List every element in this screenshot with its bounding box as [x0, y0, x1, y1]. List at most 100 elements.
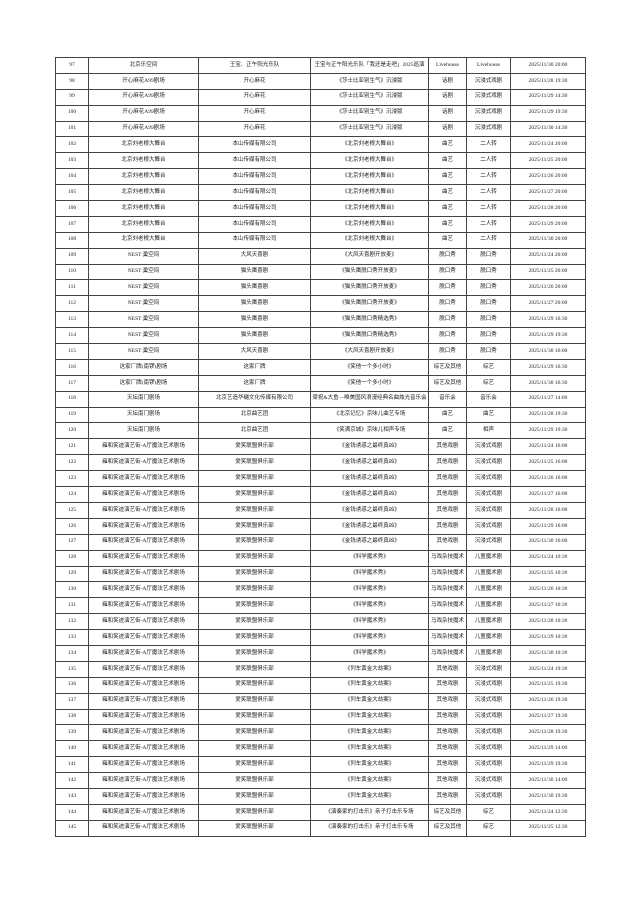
cell-category: 其他戏剧 — [428, 438, 467, 456]
cell-category: 其他戏剧 — [428, 470, 467, 488]
cell-subcategory: 儿童魔术剧 — [466, 581, 511, 599]
cell-datetime: 2025/11/24 20:00 — [510, 247, 586, 265]
cell-category: 其他戏剧 — [428, 517, 467, 535]
cell-show-title: 《北京刘老根大舞台》 — [310, 136, 429, 154]
cell-row-number: 100 — [55, 104, 89, 122]
table-row: 102 北京刘老根大舞台 本山传媒有限公司 《北京刘老根大舞台》 曲艺 二人转 2025/1… — [55, 136, 586, 154]
cell-venue: 雍和笑迹演艺街-A厅魔法艺术剧场 — [88, 819, 199, 837]
cell-venue: 雍和笑迹演艺街-A厅魔法艺术剧场 — [88, 803, 199, 821]
cell-datetime: 2025/11/29 19:30 — [510, 327, 586, 345]
cell-subcategory: Livehouse — [466, 57, 511, 74]
cell-row-number: 122 — [55, 454, 89, 472]
cell-show-title: 《列车黄金大劫案》 — [310, 660, 429, 678]
cell-category: 其他戏剧 — [428, 787, 467, 805]
table-row: 128 雍和笑迹演艺街-A厅魔法艺术剧场 爱笑联盟俱乐部 《科学魔术秀》 马戏杂技魔术儿… — [55, 549, 586, 567]
cell-organizer: 爱笑联盟俱乐部 — [198, 692, 311, 710]
cell-subcategory: 相声 — [466, 422, 511, 440]
cell-organizer: 爱笑联盟俱乐部 — [198, 549, 311, 567]
cell-organizer: 开心麻花 — [198, 104, 311, 122]
cell-datetime: 2025/11/25 12:30 — [510, 819, 586, 837]
cell-datetime: 2025/11/30 20:00 — [510, 57, 586, 74]
table-row: 97 北京乐空间 王宝、正午阳光乐队 王宝与正午阳光乐队「我还是走吧」2025巡演 Li… — [55, 57, 586, 74]
cell-venue: 北京刘老根大舞台 — [88, 231, 199, 249]
table-row: 130 雍和笑迹演艺街-A厅魔法艺术剧场 爱笑联盟俱乐部 《科学魔术秀》 马戏杂技魔术儿… — [55, 581, 586, 599]
cell-row-number: 111 — [55, 279, 89, 297]
cell-show-title: 《猫头鹰脱口秀开放麦》 — [310, 295, 429, 313]
cell-venue: 雍和笑迹演艺街-A厅魔法艺术剧场 — [88, 438, 199, 456]
cell-venue: NEST 巢空间 — [88, 263, 199, 281]
cell-category: 其他戏剧 — [428, 660, 467, 678]
cell-category: 马戏杂技魔术 — [428, 597, 467, 615]
cell-venue: 雍和笑迹演艺街-A厅魔法艺术剧场 — [88, 454, 199, 472]
cell-venue: 开心麻花A99剧场 — [88, 72, 199, 90]
cell-datetime: 2025/11/29 14:30 — [510, 88, 586, 106]
cell-category: 马戏杂技魔术 — [428, 644, 467, 662]
cell-venue: 雍和笑迹演艺街-A厅魔法艺术剧场 — [88, 597, 199, 615]
cell-show-title: 《猫头鹰脱口秀开放麦》 — [310, 263, 429, 281]
cell-row-number: 98 — [55, 72, 89, 90]
cell-venue: 天坛南门剧场 — [88, 390, 199, 408]
cell-row-number: 107 — [55, 215, 89, 233]
table-row: 116 这家厂牌(南锣)剧场 这家厂牌 《笑他一个多小时》 综艺及其他 综艺 2025/11… — [55, 358, 586, 376]
cell-row-number: 120 — [55, 422, 89, 440]
table-row: 136 雍和笑迹演艺街-A厅魔法艺术剧场 爱笑联盟俱乐部 《列车黄金大劫案》 其他戏剧沉… — [55, 676, 586, 694]
cell-datetime: 2025/11/29 16:00 — [510, 517, 586, 535]
cell-row-number: 124 — [55, 486, 89, 503]
cell-subcategory: 沉浸式戏剧 — [466, 740, 511, 758]
cell-datetime: 2025/11/26 20:00 — [510, 279, 586, 297]
table-row: 143 雍和笑迹演艺街-A厅魔法艺术剧场 爱笑联盟俱乐部 《列车黄金大劫案》 其他戏剧沉… — [55, 787, 586, 805]
cell-category: 曲艺 — [428, 231, 467, 249]
table-row: 117 这家厂牌(南锣)剧场 这家厂牌 《笑他一个多小时》 综艺及其他 综艺 2025/11… — [55, 374, 586, 392]
cell-datetime: 2025/11/29 16:30 — [510, 358, 586, 376]
cell-datetime: 2025/11/30 16:00 — [510, 533, 586, 551]
cell-row-number: 114 — [55, 327, 89, 345]
cell-datetime: 2025/11/27 19:30 — [510, 708, 586, 726]
cell-row-number: 138 — [55, 708, 89, 726]
cell-category: 其他戏剧 — [428, 454, 467, 472]
cell-organizer: 本山传媒有限公司 — [198, 168, 311, 186]
cell-category: 其他戏剧 — [428, 533, 467, 551]
cell-subcategory: 音乐会 — [466, 390, 511, 408]
cell-row-number: 104 — [55, 168, 89, 186]
cell-datetime: 2025/11/29 10:30 — [510, 629, 586, 646]
cell-subcategory: 沉浸式戏剧 — [466, 88, 511, 106]
cell-category: 其他戏剧 — [428, 708, 467, 726]
cell-category: 其他戏剧 — [428, 676, 467, 694]
cell-subcategory: 沉浸式戏剧 — [466, 533, 511, 551]
table-row: 120 天坛南门剧场 北京曲艺团 《笑满京城》京味儿相声专场 曲艺 相声 2025/11/2… — [55, 422, 586, 440]
cell-category: 其他戏剧 — [428, 692, 467, 710]
cell-subcategory: 二人转 — [466, 200, 511, 217]
cell-show-title: 《笑满京城》京味儿相声专场 — [310, 422, 429, 440]
cell-organizer: 开心麻花 — [198, 88, 311, 106]
cell-show-title: 《列车黄金大劫案》 — [310, 772, 429, 789]
cell-row-number: 134 — [55, 644, 89, 662]
cell-subcategory: 儿童魔术剧 — [466, 597, 511, 615]
cell-row-number: 127 — [55, 533, 89, 551]
cell-datetime: 2025/11/30 16:00 — [510, 343, 586, 360]
table-row: 145 雍和笑迹演艺街-A厅魔法艺术剧场 爱笑联盟俱乐部 《演奏家的打击乐》亲子打击乐… — [55, 819, 586, 837]
cell-datetime: 2025/11/29 20:00 — [510, 215, 586, 233]
cell-row-number: 112 — [55, 295, 89, 313]
cell-category: 其他戏剧 — [428, 756, 467, 774]
cell-show-title: 《北京刘老根大舞台》 — [310, 168, 429, 186]
cell-row-number: 144 — [55, 803, 89, 821]
cell-organizer: 爱笑联盟俱乐部 — [198, 724, 311, 742]
cell-row-number: 106 — [55, 200, 89, 217]
cell-subcategory: 脱口秀 — [466, 311, 511, 329]
cell-organizer: 猫头鹰喜剧 — [198, 311, 311, 329]
cell-subcategory: 沉浸式戏剧 — [466, 454, 511, 472]
cell-datetime: 2025/11/25 16:00 — [510, 454, 586, 472]
cell-category: 综艺及其他 — [428, 358, 467, 376]
cell-organizer: 爱笑联盟俱乐部 — [198, 629, 311, 646]
cell-venue: NEST 巢空间 — [88, 279, 199, 297]
cell-venue: 开心麻花A99剧场 — [88, 104, 199, 122]
cell-row-number: 116 — [55, 358, 89, 376]
cell-subcategory: 综艺 — [466, 374, 511, 392]
cell-row-number: 109 — [55, 247, 89, 265]
cell-category: 脱口秀 — [428, 327, 467, 345]
cell-row-number: 108 — [55, 231, 89, 249]
cell-organizer: 王宝、正午阳光乐队 — [198, 57, 311, 74]
cell-organizer: 猫头鹰喜剧 — [198, 263, 311, 281]
cell-show-title: 《科学魔术秀》 — [310, 597, 429, 615]
